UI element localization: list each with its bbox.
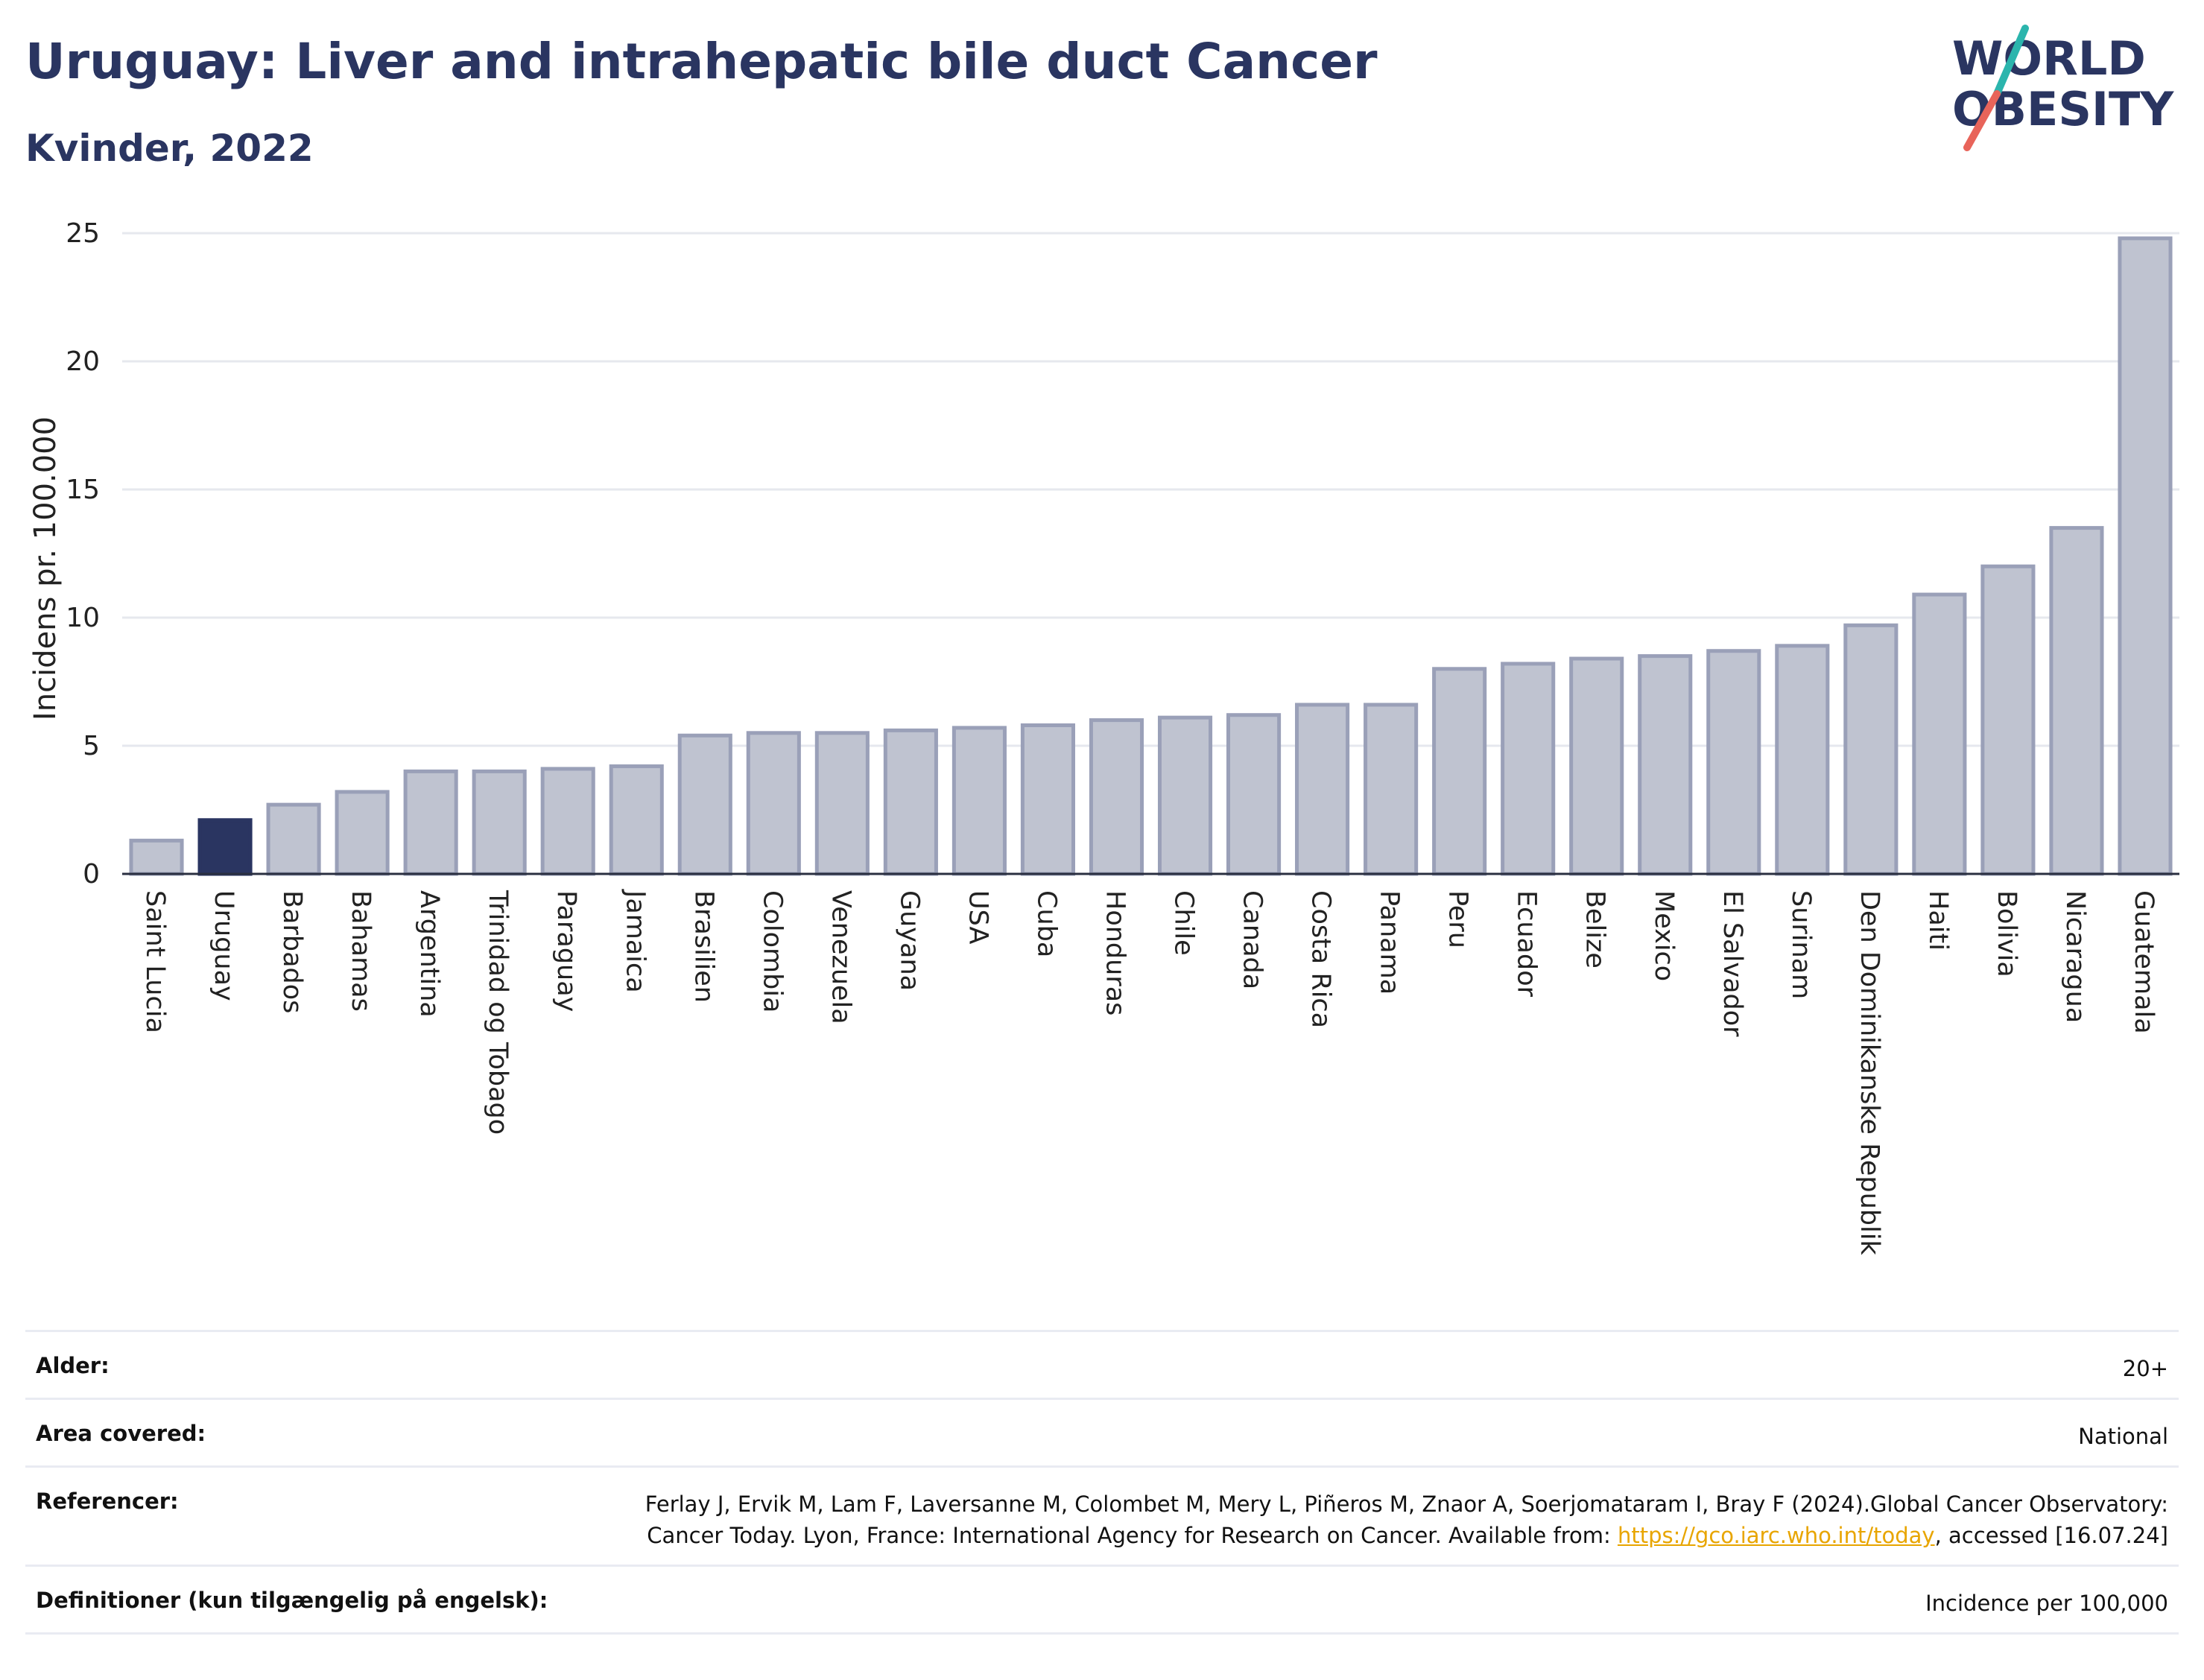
y-tick-label: 20 xyxy=(66,346,100,377)
grid-lines xyxy=(122,232,2179,747)
y-axis-title: Incidens pr. 100.000 xyxy=(28,416,63,720)
x-tick-label: Guatemala xyxy=(2129,890,2159,1034)
chart-subtitle: Kvinder, 2022 xyxy=(25,127,314,170)
bar[interactable] xyxy=(266,802,321,876)
x-tick-label: Venezuela xyxy=(826,890,855,1024)
logo-slash-teal xyxy=(1993,25,2029,98)
bar[interactable] xyxy=(1501,662,1556,876)
bar[interactable] xyxy=(1706,649,1761,876)
metadata-key: Referencer: xyxy=(36,1489,179,1515)
bar[interactable] xyxy=(1775,644,1830,876)
y-tick-label: 25 xyxy=(66,218,100,249)
bar[interactable] xyxy=(2118,236,2173,876)
x-tick-label: Panama xyxy=(1375,890,1405,995)
x-tick-label: Mexico xyxy=(1649,890,1679,981)
x-tick-label: Jamaica xyxy=(620,889,650,993)
reference-text: Ferlay J, Ervik M, Lam F, Laversanne M, … xyxy=(645,1492,2168,1549)
y-tick-label: 10 xyxy=(66,603,100,633)
bar[interactable] xyxy=(883,728,938,876)
world-obesity-logo: WORLD OBESITY xyxy=(1952,25,2174,151)
bar[interactable] xyxy=(1364,703,1419,876)
bar[interactable] xyxy=(609,764,664,876)
x-tick-label: Cuba xyxy=(1031,890,1061,957)
x-tick-label: Chile xyxy=(1169,890,1199,956)
logo-slash-red xyxy=(1963,90,2001,151)
chart-title: Uruguay: Liver and intrahepatic bile duc… xyxy=(25,33,1378,90)
metadata-key: Definitioner (kun tilgængelig på engelsk… xyxy=(36,1588,548,1614)
metadata-key: Alder: xyxy=(36,1353,110,1378)
y-tick-label: 0 xyxy=(83,859,100,890)
bar-highlighted[interactable] xyxy=(197,818,253,876)
x-tick-label: Brasilien xyxy=(688,890,718,1003)
bar[interactable] xyxy=(403,769,458,876)
metadata-row: Area covered: National xyxy=(25,1398,2179,1465)
y-axis-ticks: 0 5 10 15 20 25 xyxy=(66,218,100,890)
x-tick-label: El Salvador xyxy=(1717,890,1747,1037)
x-tick-label: Saint Lucia xyxy=(140,890,170,1033)
x-axis-labels: Saint Lucia Uruguay Barbados Bahamas Argenti… xyxy=(140,889,2159,1255)
bar[interactable] xyxy=(1157,715,1213,876)
bar[interactable] xyxy=(1020,723,1076,876)
x-tick-label: Costa Rica xyxy=(1306,890,1336,1028)
bar[interactable] xyxy=(677,733,732,876)
bars xyxy=(129,236,2173,876)
metadata-value: National xyxy=(2078,1424,2168,1450)
metadata-value: Ferlay J, Ervik M, Lam F, Laversanne M, … xyxy=(566,1489,2168,1551)
bar[interactable] xyxy=(1980,564,2036,876)
bar[interactable] xyxy=(1295,703,1350,876)
metadata-row: Referencer: Ferlay J, Ervik M, Lam F, Lav… xyxy=(25,1465,2179,1565)
x-tick-label: Belize xyxy=(1580,890,1610,969)
metadata-table: Alder: 20+ Area covered: National Referencer… xyxy=(25,1330,2179,1635)
metadata-value: 20+ xyxy=(2122,1356,2168,1381)
reference-accessed: , accessed [16.07.24] xyxy=(1934,1523,2168,1549)
bar[interactable] xyxy=(2049,526,2104,876)
x-tick-label: Canada xyxy=(1238,890,1267,989)
x-tick-label: Uruguay xyxy=(209,890,238,1001)
bar[interactable] xyxy=(746,731,801,876)
x-tick-label: Den Dominikanske Republik xyxy=(1855,890,1884,1255)
bar[interactable] xyxy=(129,838,184,876)
x-tick-label: Barbados xyxy=(277,890,307,1013)
x-tick-label: Haiti xyxy=(1923,890,1953,951)
bar[interactable] xyxy=(1089,718,1144,876)
x-tick-label: Paraguay xyxy=(551,890,581,1012)
x-tick-label: USA xyxy=(963,890,992,944)
bar[interactable] xyxy=(1569,656,1624,876)
bar[interactable] xyxy=(1912,592,1967,876)
reference-link[interactable]: https://gco.iarc.who.int/today xyxy=(1617,1523,1935,1549)
x-tick-label: Trinidad og Tobago xyxy=(483,890,513,1135)
x-tick-label: Surinam xyxy=(1786,890,1816,999)
x-tick-label: Nicaragua xyxy=(2060,890,2090,1023)
y-tick-label: 5 xyxy=(83,731,100,761)
logo-line1: WORLD xyxy=(1952,31,2146,86)
x-tick-label: Argentina xyxy=(414,890,444,1018)
bar[interactable] xyxy=(1843,623,1899,876)
metadata-row: Alder: 20+ xyxy=(25,1330,2179,1398)
x-tick-label: Honduras xyxy=(1100,890,1130,1015)
x-tick-label: Bolivia xyxy=(1992,890,2021,977)
x-tick-label: Colombia xyxy=(757,890,787,1012)
x-tick-label: Bahamas xyxy=(346,890,376,1012)
bar[interactable] xyxy=(814,731,870,876)
bar[interactable] xyxy=(1638,654,1693,876)
metadata-row: Definitioner (kun tilgængelig på engelsk… xyxy=(25,1565,2179,1635)
bar[interactable] xyxy=(1432,667,1487,876)
bar[interactable] xyxy=(472,769,527,876)
metadata-value: Incidence per 100,000 xyxy=(1925,1591,2168,1617)
bar[interactable] xyxy=(335,790,390,876)
metadata-key: Area covered: xyxy=(36,1421,206,1447)
x-tick-label: Ecuador xyxy=(1512,890,1542,998)
bar[interactable] xyxy=(1226,713,1282,876)
y-tick-label: 15 xyxy=(66,475,100,505)
x-tick-label: Guyana xyxy=(894,890,924,991)
bar[interactable] xyxy=(951,726,1007,876)
bar-chart: 0 5 10 15 20 25 Saint Lucia Uruguay Barbados Bah… xyxy=(28,218,2179,1255)
bar[interactable] xyxy=(540,767,595,876)
x-tick-label: Peru xyxy=(1443,890,1473,948)
